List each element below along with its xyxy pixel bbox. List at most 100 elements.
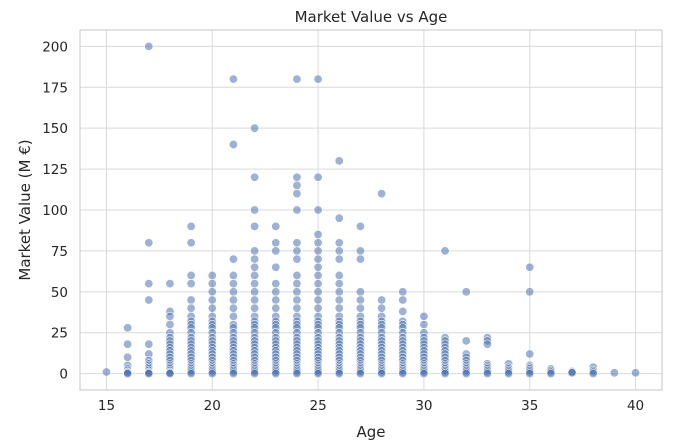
data-point	[482, 369, 492, 379]
data-point	[355, 295, 365, 305]
data-point	[228, 279, 238, 289]
data-point	[292, 254, 302, 264]
data-point	[165, 311, 175, 321]
data-points	[101, 41, 641, 379]
data-point	[398, 295, 408, 305]
data-point	[144, 339, 154, 349]
data-point	[207, 303, 217, 313]
data-point	[419, 311, 429, 321]
data-point	[334, 213, 344, 223]
data-point	[144, 238, 154, 248]
x-tick-label: 15	[98, 398, 115, 414]
data-point	[313, 74, 323, 84]
x-tick-labels: 15 20 25 30 35 40	[98, 398, 644, 414]
x-tick-label: 25	[309, 398, 326, 414]
data-point	[355, 254, 365, 264]
x-tick-label: 30	[415, 398, 432, 414]
data-point	[271, 262, 281, 272]
x-tick-label: 35	[521, 398, 538, 414]
data-point	[271, 303, 281, 313]
data-point	[334, 270, 344, 280]
data-point	[377, 189, 387, 199]
y-tick-label: 175	[42, 80, 68, 96]
data-point	[207, 279, 217, 289]
data-point	[228, 270, 238, 280]
data-point	[355, 221, 365, 231]
data-point	[525, 349, 535, 359]
y-tick-label: 200	[42, 39, 68, 55]
data-point	[313, 295, 323, 305]
data-point	[228, 287, 238, 297]
data-point	[250, 270, 260, 280]
y-gridlines	[80, 45, 662, 375]
data-point	[377, 369, 387, 379]
data-point	[398, 369, 408, 379]
data-point	[250, 123, 260, 133]
data-point	[609, 368, 619, 378]
data-point	[250, 303, 260, 313]
data-point	[207, 295, 217, 305]
data-point	[271, 369, 281, 379]
data-point	[250, 246, 260, 256]
data-point	[631, 368, 641, 378]
data-point	[355, 246, 365, 256]
data-point	[271, 246, 281, 256]
data-point	[250, 369, 260, 379]
data-point	[292, 74, 302, 84]
data-point	[355, 369, 365, 379]
data-point	[292, 205, 302, 215]
y-tick-label: 125	[42, 162, 68, 178]
data-point	[186, 279, 196, 289]
data-point	[250, 254, 260, 264]
data-point	[144, 369, 154, 379]
data-point	[207, 287, 217, 297]
data-point	[525, 287, 535, 297]
data-point	[461, 369, 471, 379]
data-point	[271, 295, 281, 305]
data-point	[271, 279, 281, 289]
data-point	[250, 295, 260, 305]
data-point	[144, 295, 154, 305]
data-point	[398, 287, 408, 297]
data-point	[292, 287, 302, 297]
data-point	[419, 369, 429, 379]
data-point	[292, 369, 302, 379]
data-point	[228, 369, 238, 379]
data-point	[228, 303, 238, 313]
data-point	[250, 221, 260, 231]
data-point	[186, 295, 196, 305]
data-point	[165, 320, 175, 330]
data-point	[186, 238, 196, 248]
data-point	[165, 369, 175, 379]
data-point	[292, 295, 302, 305]
data-point	[292, 238, 302, 248]
plot-frame	[79, 29, 663, 391]
data-point	[313, 369, 323, 379]
data-point	[292, 279, 302, 289]
data-point	[271, 238, 281, 248]
data-point	[228, 140, 238, 150]
y-tick-label: 150	[42, 121, 68, 137]
y-tick-label: 50	[51, 285, 68, 301]
x-axis-label: Age	[356, 423, 385, 441]
data-point	[313, 270, 323, 280]
data-point	[313, 262, 323, 272]
data-point	[313, 246, 323, 256]
data-point	[250, 279, 260, 289]
data-point	[334, 156, 344, 166]
data-point	[228, 311, 238, 321]
y-tick-label: 100	[42, 203, 68, 219]
data-point	[588, 369, 598, 379]
data-point	[546, 369, 556, 379]
data-point	[461, 287, 471, 297]
data-point	[186, 221, 196, 231]
data-point	[355, 287, 365, 297]
data-point	[292, 172, 302, 182]
data-point	[313, 279, 323, 289]
data-point	[165, 279, 175, 289]
data-point	[228, 74, 238, 84]
data-point	[313, 205, 323, 215]
data-point	[123, 352, 133, 362]
data-point	[355, 303, 365, 313]
